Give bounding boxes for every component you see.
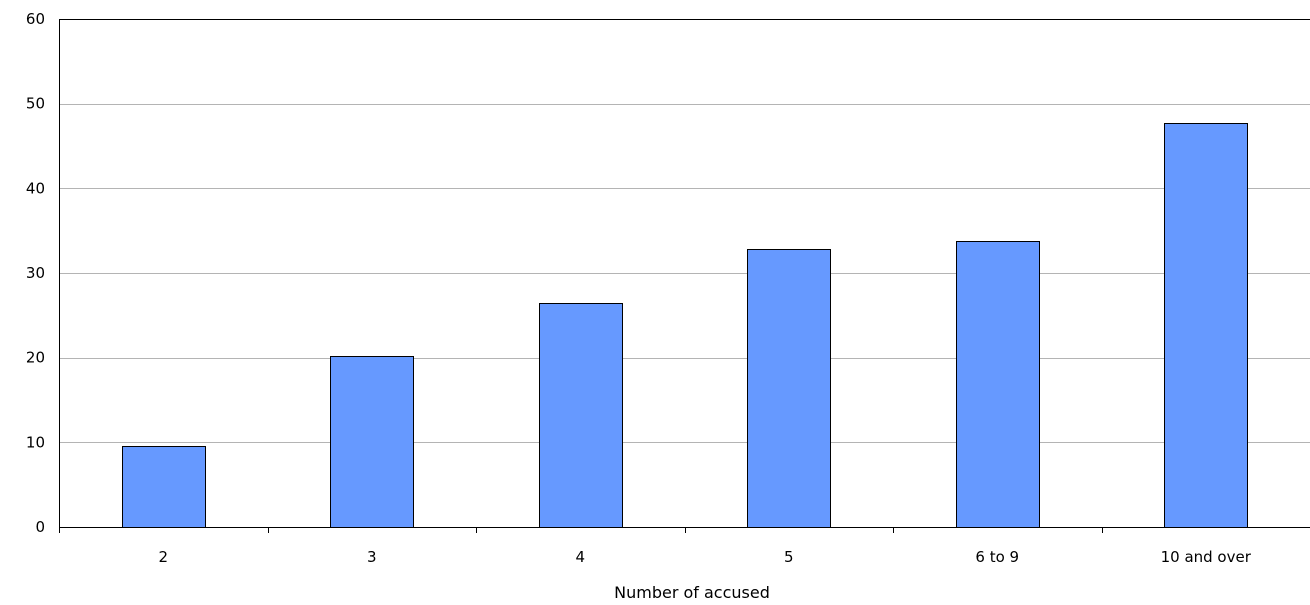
gridlines (59, 104, 1310, 443)
y-tick-label: 0 (35, 518, 45, 536)
x-tick-label: 6 to 9 (975, 548, 1019, 566)
bar (330, 356, 414, 528)
x-tick-label: 3 (367, 548, 377, 566)
x-tick-labels: 2 3 4 5 6 to 9 10 and over (158, 548, 1251, 566)
bar (1164, 123, 1248, 528)
y-tick-labels: 0 10 20 30 40 50 60 (26, 10, 45, 536)
x-tick-label: 2 (158, 548, 168, 566)
x-axis-title: Number of accused (614, 583, 770, 602)
bar (539, 303, 623, 528)
bar (956, 241, 1040, 528)
x-tick-label: 4 (575, 548, 585, 566)
bar (747, 249, 831, 528)
y-tick-label: 20 (26, 349, 45, 367)
y-tick-label: 50 (26, 95, 45, 113)
y-tick-label: 60 (26, 10, 45, 28)
axes (59, 19, 1310, 533)
y-tick-label: 40 (26, 179, 45, 197)
y-tick-label: 30 (26, 264, 45, 282)
x-tick-label: 10 and over (1161, 548, 1252, 566)
bars (122, 123, 1248, 528)
y-tick-label: 10 (26, 433, 45, 451)
bar (122, 446, 206, 528)
x-tick-label: 5 (784, 548, 794, 566)
